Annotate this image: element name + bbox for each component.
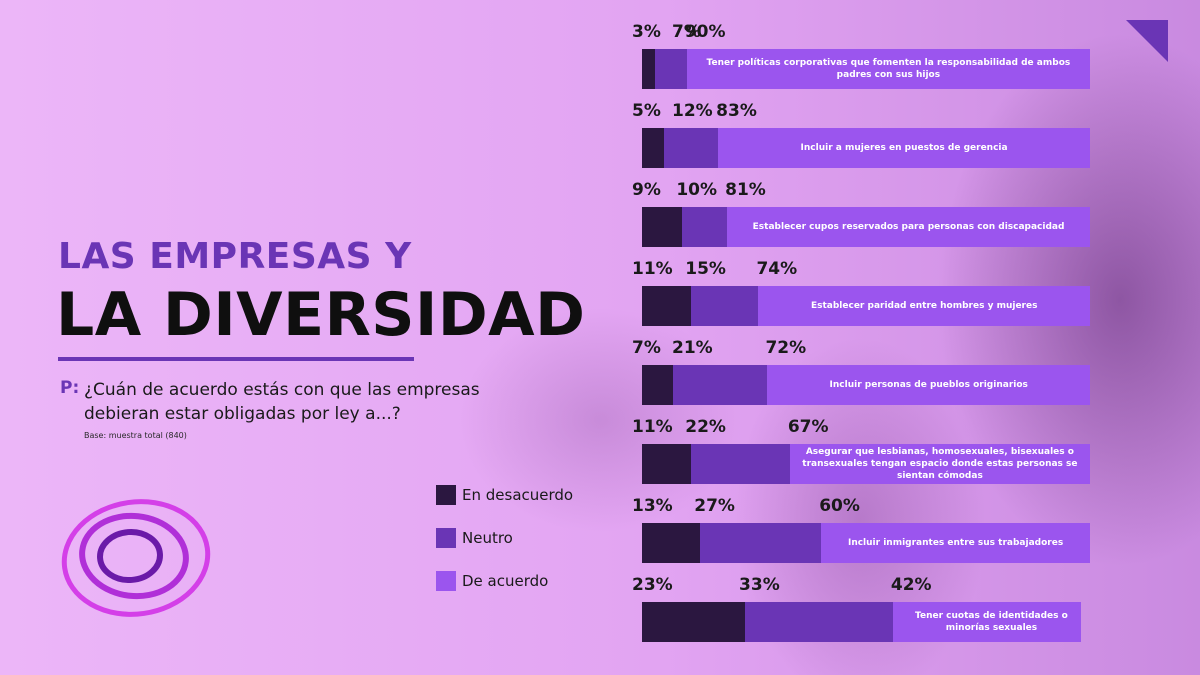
value-label-acuerdo: 83% — [716, 101, 757, 121]
value-label-neutro: 22% — [685, 417, 726, 437]
value-label-acuerdo: 67% — [787, 417, 829, 437]
stacked-bar: Establecer paridad entre hombres y mujer… — [642, 286, 1090, 326]
legend-label-desacuerdo: En desacuerdo — [462, 486, 574, 504]
bar-segment-neutro — [655, 49, 687, 89]
value-label-acuerdo: 60% — [819, 496, 860, 516]
stacked-bar: Establecer cupos reservados para persona… — [642, 207, 1090, 247]
title-divider — [58, 357, 414, 361]
value-label-desacuerdo: 11% — [632, 259, 673, 279]
value-label-desacuerdo: 11% — [632, 417, 673, 437]
category-label: Asegurar que lesbianas, homosexuales, bi… — [802, 447, 1078, 481]
value-label-desacuerdo: 13% — [632, 496, 673, 516]
category-label: Tener cuotas de identidades o minorías s… — [915, 611, 1068, 633]
question-prefix: P: — [60, 378, 80, 398]
corner-triangle-icon — [1126, 20, 1168, 62]
value-label-desacuerdo: 5% — [632, 101, 661, 121]
bar-segment-acuerdo — [686, 49, 1090, 89]
bar-segment-neutro — [682, 207, 728, 247]
value-label-desacuerdo: 7% — [632, 338, 661, 358]
value-label-neutro: 15% — [685, 259, 726, 279]
bar-segment-acuerdo — [727, 207, 1090, 247]
legend-label-neutro: Neutro — [462, 529, 513, 547]
value-label-acuerdo: 42% — [890, 575, 932, 595]
bar-segment-neutro — [691, 444, 790, 484]
bar-segment-desacuerdo — [642, 602, 746, 642]
stacked-bar: Incluir inmigrantes entre sus trabajador… — [642, 523, 1090, 563]
category-label: Incluir personas de pueblos originarios — [829, 380, 1028, 390]
bar-segment-desacuerdo — [642, 444, 692, 484]
value-label-acuerdo: 90% — [684, 22, 726, 42]
bar-segment-neutro — [673, 365, 768, 405]
value-label-neutro: 27% — [694, 496, 735, 516]
stacked-bar: Asegurar que lesbianas, homosexuales, bi… — [642, 444, 1090, 484]
stacked-bar: Tener cuotas de identidades o minorías s… — [642, 602, 1090, 642]
value-label-desacuerdo: 9% — [632, 180, 661, 200]
legend-label-acuerdo: De acuerdo — [462, 572, 549, 590]
value-label-desacuerdo: 23% — [632, 575, 673, 595]
stacked-bar: Incluir a mujeres en puestos de gerencia — [642, 128, 1090, 168]
bar-segment-acuerdo — [892, 602, 1082, 642]
category-label: Establecer cupos reservados para persona… — [752, 222, 1065, 232]
value-label-neutro: 7% — [672, 22, 701, 42]
concentric-rings-logo — [61, 499, 211, 617]
value-label-neutro: 12% — [672, 101, 713, 121]
value-label-desacuerdo: 3% — [632, 22, 661, 42]
bar-segment-desacuerdo — [642, 49, 656, 89]
bar-segment-neutro — [691, 286, 759, 326]
legend-swatch-acuerdo — [436, 571, 456, 591]
bar-segment-acuerdo — [758, 286, 1090, 326]
category-label: Incluir a mujeres en puestos de gerencia — [800, 143, 1008, 153]
legend-item-neutro: Neutro — [436, 527, 573, 549]
bar-segment-desacuerdo — [642, 365, 674, 405]
bar-segment-desacuerdo — [642, 523, 701, 563]
stacked-bar: Incluir personas de pueblos originarios — [642, 365, 1090, 405]
value-label-neutro: 21% — [672, 338, 713, 358]
bar-segment-neutro — [700, 523, 822, 563]
bar-segment-desacuerdo — [642, 128, 665, 168]
bar-segment-acuerdo — [821, 523, 1090, 563]
bar-segment-acuerdo — [767, 365, 1090, 405]
sample-base-note: Base: muestra total (840) — [84, 431, 187, 440]
stacked-bar: Tener políticas corporativas que fomente… — [642, 49, 1090, 89]
bar-segment-acuerdo — [789, 444, 1090, 484]
bar-segment-neutro — [664, 128, 719, 168]
value-label-neutro: 10% — [676, 180, 718, 200]
title-line-1: LAS EMPRESAS Y — [58, 236, 412, 277]
legend-swatch-desacuerdo — [436, 485, 456, 505]
category-label: Incluir inmigrantes entre sus trabajador… — [847, 538, 1064, 548]
bar-segment-acuerdo — [718, 128, 1090, 168]
title-line-2: LA DIVERSIDAD — [56, 280, 586, 350]
bar-segment-desacuerdo — [642, 286, 692, 326]
value-label-neutro: 33% — [739, 575, 780, 595]
bar-segment-neutro — [745, 602, 893, 642]
legend-item-acuerdo: De acuerdo — [436, 570, 573, 592]
value-label-acuerdo: 74% — [756, 259, 798, 279]
question-text: ¿Cuán de acuerdo estás con que las empre… — [84, 380, 480, 424]
bar-segment-desacuerdo — [642, 207, 683, 247]
category-label: Tener políticas corporativas que fomente… — [706, 58, 1071, 80]
legend-item-desacuerdo: En desacuerdo — [436, 484, 573, 506]
value-label-acuerdo: 72% — [765, 338, 807, 358]
legend-swatch-neutro — [436, 528, 456, 548]
value-label-acuerdo: 81% — [725, 180, 766, 200]
category-label: Establecer paridad entre hombres y mujer… — [810, 301, 1038, 311]
chart-legend: En desacuerdo Neutro De acuerdo — [436, 484, 573, 613]
